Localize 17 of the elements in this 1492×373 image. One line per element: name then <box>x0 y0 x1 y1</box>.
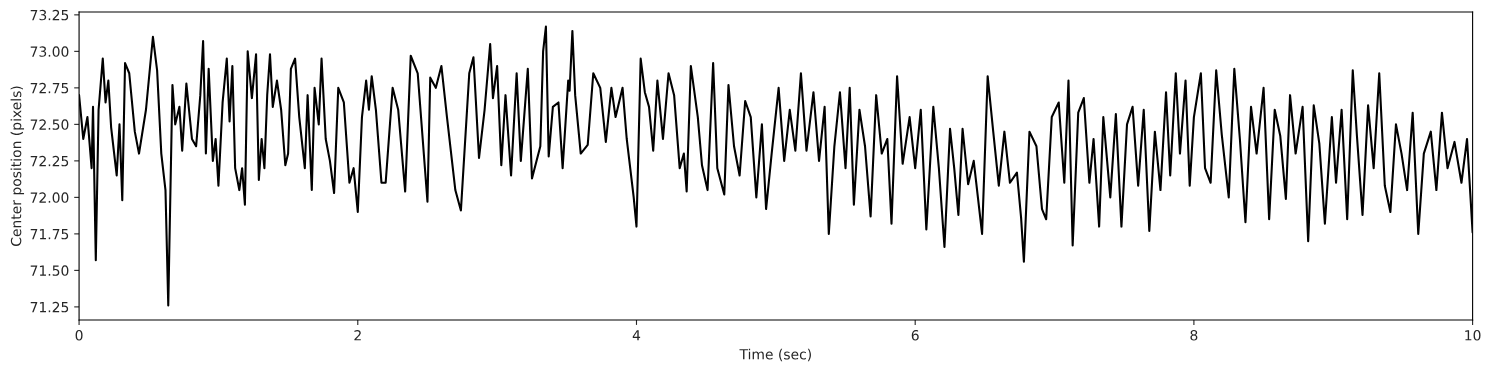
y-tick-label: 71.50 <box>30 265 69 276</box>
y-tick-label: 71.75 <box>30 229 69 240</box>
x-tick-label: 10 <box>1465 330 1481 341</box>
x-tick-label: 4 <box>632 330 641 341</box>
x-tick-label: 6 <box>911 330 919 341</box>
y-tick-label: 71.25 <box>30 301 69 313</box>
y-tick-label: 72.00 <box>30 192 69 203</box>
y-tick-label: 72.50 <box>30 119 69 130</box>
y-axis-title: Center position (pixels) <box>10 86 25 246</box>
y-tick-label: 72.75 <box>30 82 69 94</box>
x-tick-label: 8 <box>1190 330 1198 341</box>
y-tick-label: 73.25 <box>30 9 69 21</box>
x-axis-title: Time (sec) <box>739 348 811 362</box>
y-tick-label: 72.25 <box>30 155 69 167</box>
x-tick-label: 2 <box>354 330 361 341</box>
y-tick-label: 73.00 <box>30 46 69 57</box>
x-tick-label: 0 <box>75 330 83 341</box>
